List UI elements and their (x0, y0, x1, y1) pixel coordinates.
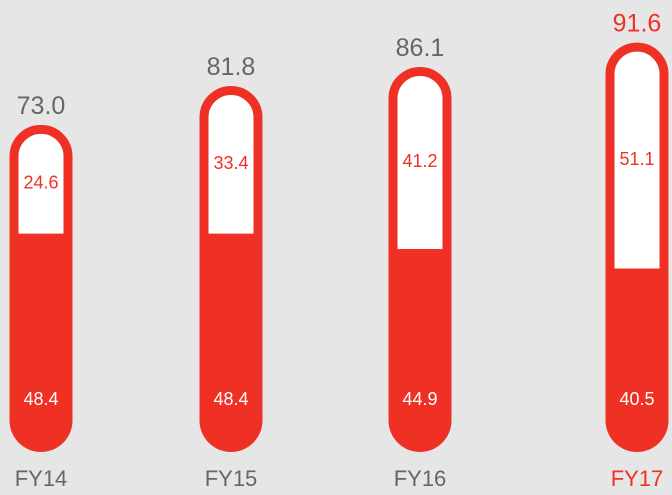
bar-segment (9, 124, 73, 243)
segment-label: 51.1 (619, 149, 654, 169)
segment-label: 48.4 (23, 389, 58, 409)
bar-segment (605, 272, 669, 453)
segment-label: 24.6 (23, 172, 58, 192)
bar-segment (199, 238, 263, 453)
total-label: 73.0 (17, 92, 66, 120)
bar-segment (388, 253, 452, 453)
segment-label: 44.9 (402, 389, 437, 409)
segment-label: 33.4 (213, 153, 248, 173)
total-label: 81.8 (207, 53, 256, 81)
x-tick-label: FY15 (205, 466, 258, 491)
total-label: 86.1 (396, 34, 445, 62)
bar-segment (199, 85, 263, 243)
x-tick-label: FY14 (15, 466, 68, 491)
segment-label: 48.4 (213, 389, 248, 409)
x-tick-label: FY17 (611, 466, 664, 491)
bar-segment (388, 66, 452, 259)
x-tick-label: FY16 (394, 466, 447, 491)
total-label: 91.6 (613, 10, 662, 38)
segment-label: 41.2 (402, 151, 437, 171)
bar-segment (9, 238, 73, 453)
bar-segment (605, 42, 669, 278)
segment-label: 40.5 (619, 389, 654, 409)
